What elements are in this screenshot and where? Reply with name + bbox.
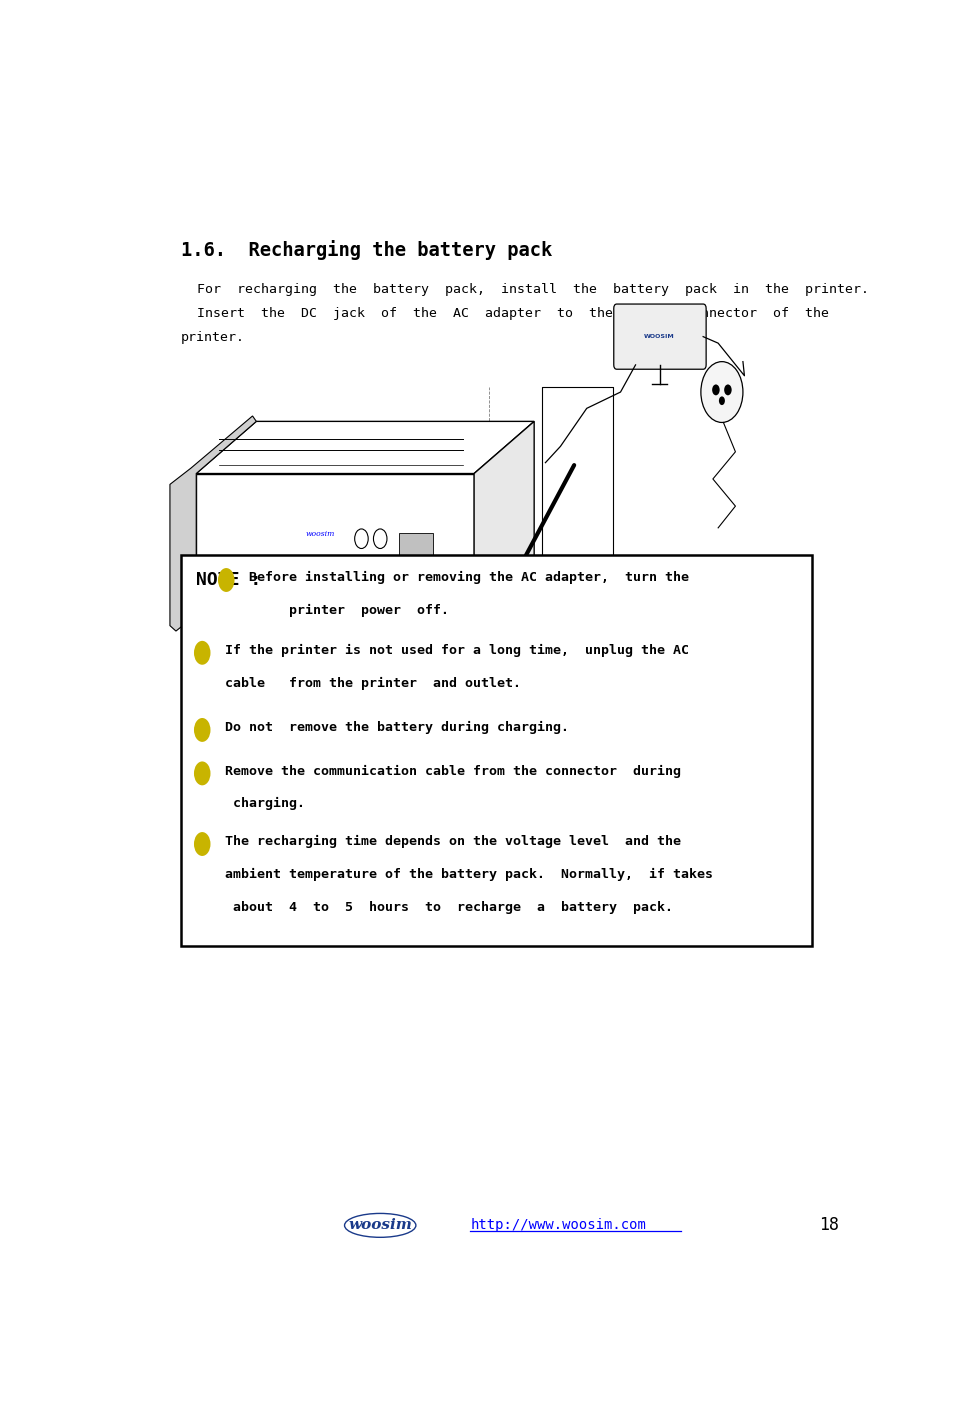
Polygon shape bbox=[474, 422, 534, 615]
Text: about  4  to  5  hours  to  recharge  a  battery  pack.: about 4 to 5 hours to recharge a battery… bbox=[225, 900, 672, 913]
Text: Before installing or removing the AC adapter,  turn the: Before installing or removing the AC ada… bbox=[249, 571, 689, 584]
Text: woosim: woosim bbox=[305, 531, 335, 539]
Circle shape bbox=[724, 384, 732, 395]
Circle shape bbox=[218, 569, 234, 593]
Polygon shape bbox=[196, 422, 534, 474]
Text: cable   from the printer  and outlet.: cable from the printer and outlet. bbox=[225, 677, 520, 690]
Text: The recharging time depends on the voltage level  and the: The recharging time depends on the volta… bbox=[225, 835, 681, 848]
Text: http://www.woosim.com: http://www.woosim.com bbox=[470, 1218, 646, 1232]
Circle shape bbox=[701, 361, 743, 422]
Text: printer.: printer. bbox=[181, 332, 245, 344]
Text: If the printer is not used for a long time,  unplug the AC: If the printer is not used for a long ti… bbox=[225, 643, 689, 658]
Circle shape bbox=[194, 641, 210, 665]
Text: For  recharging  the  battery  pack,  install  the  battery  pack  in  the  prin: For recharging the battery pack, install… bbox=[181, 284, 869, 296]
Text: WOOSIM: WOOSIM bbox=[644, 334, 675, 339]
Text: woosim: woosim bbox=[348, 1218, 412, 1232]
Text: printer  power  off.: printer power off. bbox=[249, 604, 449, 617]
Circle shape bbox=[712, 384, 720, 395]
Text: charging.: charging. bbox=[225, 797, 305, 810]
FancyBboxPatch shape bbox=[181, 555, 812, 947]
Text: Do not  remove the battery during charging.: Do not remove the battery during chargin… bbox=[225, 721, 569, 734]
Polygon shape bbox=[170, 416, 256, 631]
Text: ambient temperature of the battery pack.  Normally,  if takes: ambient temperature of the battery pack.… bbox=[225, 868, 713, 880]
FancyBboxPatch shape bbox=[613, 303, 706, 370]
Text: 18: 18 bbox=[820, 1216, 839, 1235]
Circle shape bbox=[719, 396, 725, 405]
Circle shape bbox=[429, 563, 444, 584]
Circle shape bbox=[194, 718, 210, 742]
Text: NOTE :: NOTE : bbox=[196, 571, 262, 590]
FancyBboxPatch shape bbox=[476, 604, 496, 626]
Text: 1.6.  Recharging the battery pack: 1.6. Recharging the battery pack bbox=[181, 240, 552, 260]
Text: Insert  the  DC  jack  of  the  AC  adapter  to  the  power  connector  of  the: Insert the DC jack of the AC adapter to … bbox=[181, 308, 829, 320]
FancyBboxPatch shape bbox=[399, 533, 433, 577]
Text: Remove the communication cable from the connector  during: Remove the communication cable from the … bbox=[225, 765, 681, 777]
Circle shape bbox=[194, 762, 210, 786]
Polygon shape bbox=[196, 474, 474, 615]
Circle shape bbox=[194, 832, 210, 856]
